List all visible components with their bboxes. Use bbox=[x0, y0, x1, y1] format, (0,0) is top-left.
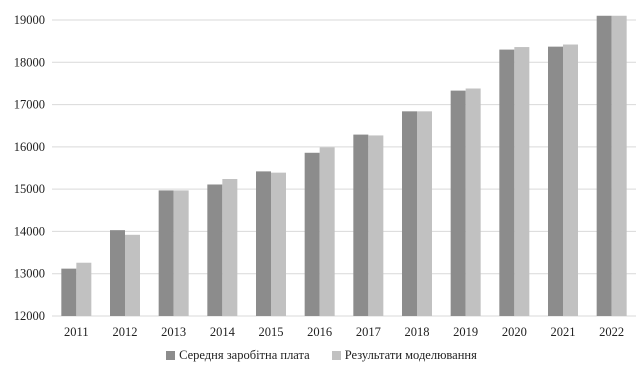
bars bbox=[61, 15, 627, 317]
x-tick-label: 2015 bbox=[259, 325, 284, 339]
x-tick-label: 2011 bbox=[64, 325, 89, 339]
y-tick-label: 12000 bbox=[14, 309, 45, 323]
x-tick-label: 2019 bbox=[453, 325, 478, 339]
y-tick-label: 14000 bbox=[14, 224, 45, 238]
x-tick-label: 2016 bbox=[307, 325, 332, 339]
gridlines bbox=[52, 19, 636, 317]
bar-modeling-2017 bbox=[368, 135, 384, 316]
legend-item-modeling: Результати моделювання bbox=[331, 348, 477, 363]
bar-wages-2016 bbox=[304, 152, 320, 316]
bar-wages-2020 bbox=[499, 49, 515, 316]
y-tick-label: 18000 bbox=[14, 55, 45, 69]
bar-modeling-2016 bbox=[319, 147, 335, 316]
legend: Середня заробітна плата Результати модел… bbox=[0, 348, 643, 363]
y-tick-label: 15000 bbox=[14, 182, 45, 196]
bar-wages-2011 bbox=[61, 268, 77, 316]
bar-modeling-2013 bbox=[173, 190, 189, 316]
bar-modeling-2019 bbox=[465, 88, 481, 316]
bar-modeling-2011 bbox=[76, 262, 92, 316]
y-tick-label: 17000 bbox=[14, 98, 45, 112]
bar-wages-2014 bbox=[207, 184, 223, 316]
legend-label-wages: Середня заробітна плата bbox=[179, 348, 310, 362]
bar-wages-2022 bbox=[596, 15, 612, 317]
y-tick-label: 19000 bbox=[14, 13, 45, 27]
x-tick-label: 2021 bbox=[551, 325, 576, 339]
bar-modeling-2020 bbox=[514, 47, 530, 316]
x-tick-label: 2014 bbox=[210, 325, 236, 339]
legend-swatch-modeling bbox=[331, 351, 341, 360]
bar-wages-2013 bbox=[158, 190, 174, 316]
x-tick-label: 2022 bbox=[599, 325, 624, 339]
bar-modeling-2021 bbox=[563, 44, 578, 316]
bar-wages-2021 bbox=[548, 46, 563, 316]
bar-wages-2018 bbox=[402, 111, 417, 316]
y-axis-ticks: 12000 13000 14000 15000 16000 17000 18000 19000 bbox=[14, 13, 45, 323]
x-tick-label: 2018 bbox=[405, 325, 430, 339]
x-tick-label: 2012 bbox=[113, 325, 138, 339]
x-tick-label: 2013 bbox=[161, 325, 186, 339]
x-tick-label: 2020 bbox=[502, 325, 527, 339]
y-tick-label: 16000 bbox=[14, 140, 45, 154]
legend-label-modeling: Результати моделювання bbox=[344, 348, 477, 362]
y-tick-label: 13000 bbox=[14, 267, 45, 281]
bar-modeling-2012 bbox=[125, 234, 140, 316]
bar-modeling-2015 bbox=[271, 172, 286, 316]
bar-modeling-2022 bbox=[611, 15, 627, 317]
legend-swatch-wages bbox=[166, 351, 176, 360]
bar-modeling-2014 bbox=[222, 178, 238, 316]
x-tick-label: 2017 bbox=[356, 325, 381, 339]
bar-wages-2015 bbox=[256, 171, 271, 316]
x-axis-ticks: 2011 2012 2013 2014 2015 2016 2017 2018 2019 2020… bbox=[64, 325, 624, 339]
bar-modeling-2018 bbox=[417, 111, 432, 316]
bar-wages-2012 bbox=[110, 230, 125, 316]
bar-wages-2019 bbox=[450, 90, 466, 316]
legend-item-wages: Середня заробітна плата bbox=[166, 348, 310, 363]
bar-wages-2017 bbox=[353, 134, 369, 316]
